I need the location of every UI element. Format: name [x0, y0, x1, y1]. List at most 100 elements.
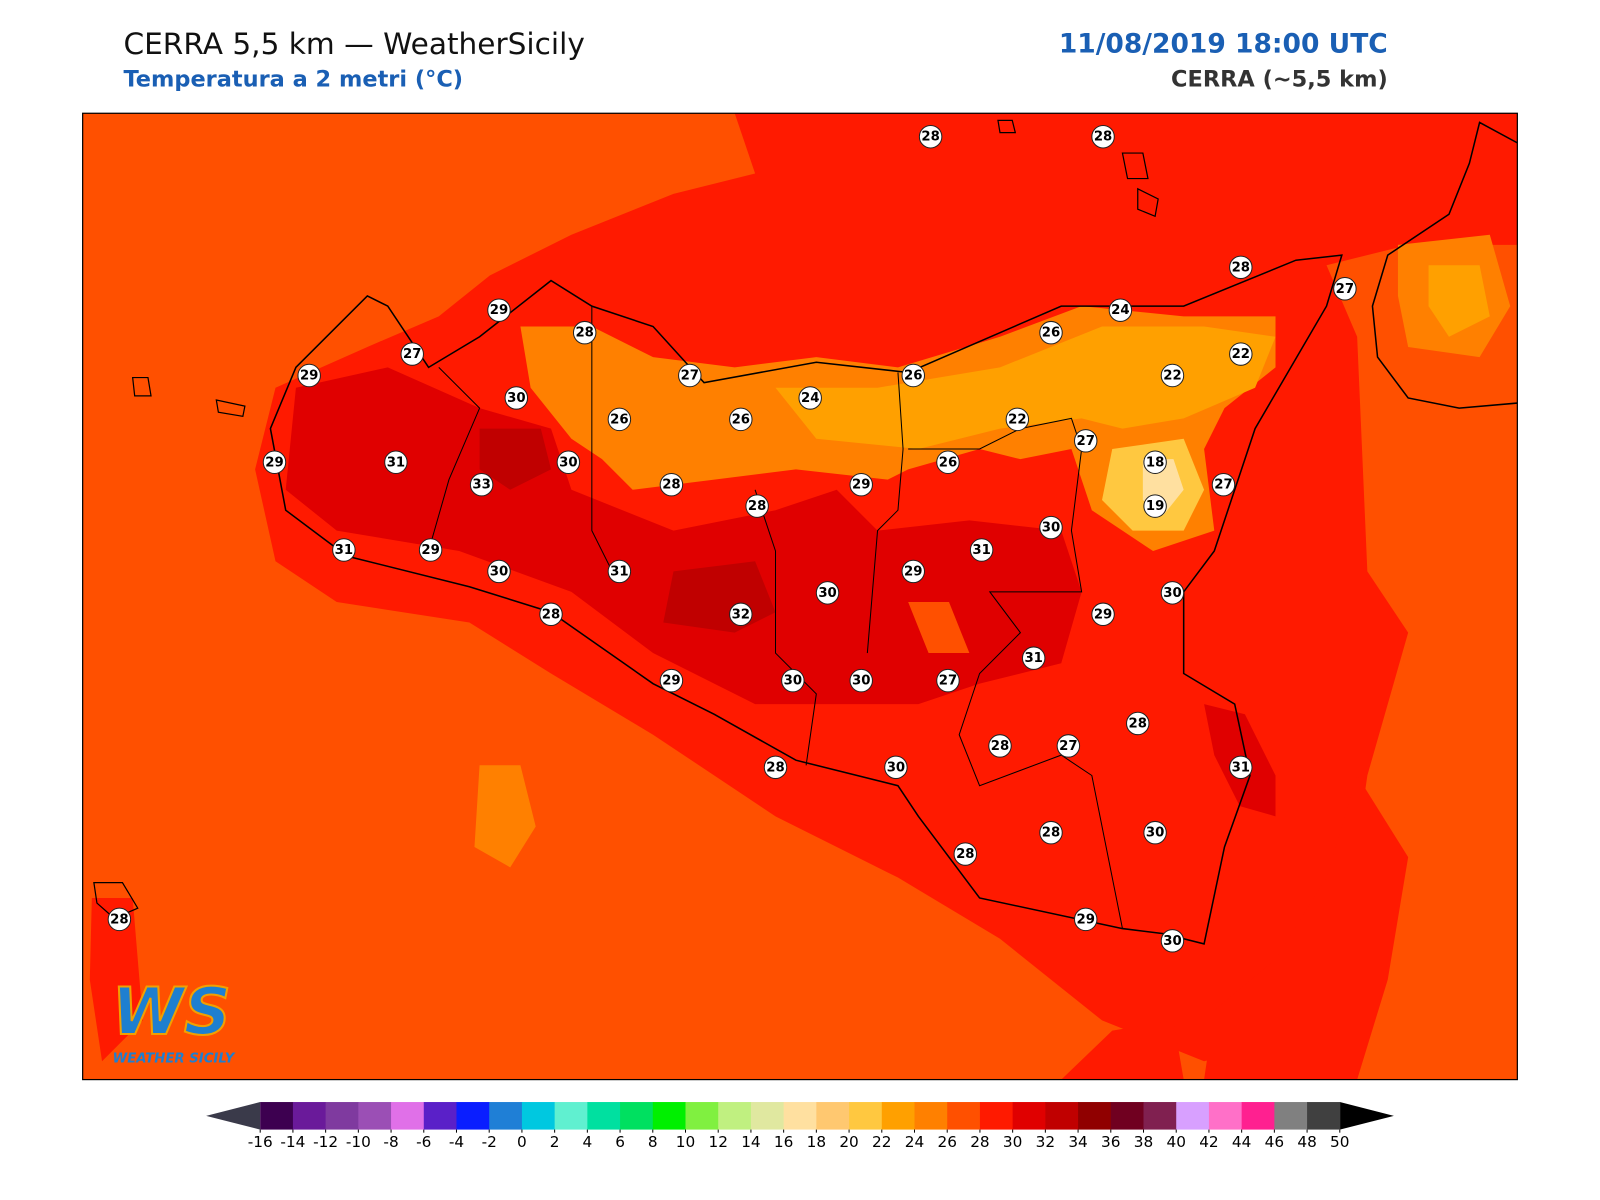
station-value: 24: [801, 391, 819, 406]
station-marker: [901, 559, 925, 584]
colorbar-tick-label: -10: [346, 1133, 371, 1151]
station-value: 19: [1146, 499, 1164, 514]
station-value: 31: [972, 543, 990, 558]
logo-text: WEATHER SICILY: [113, 1052, 236, 1067]
colorbar-bin: [1143, 1102, 1177, 1130]
colorbar-bin: [849, 1102, 883, 1130]
station-marker: [988, 734, 1012, 758]
colorbar-tick-label: 4: [582, 1133, 592, 1151]
colorbar-bin: [816, 1102, 850, 1130]
station-marker: [107, 907, 132, 932]
colorbar-tick-label: 12: [708, 1133, 727, 1151]
colorbar-tick-label: -14: [280, 1133, 305, 1151]
station-value: 30: [852, 674, 870, 689]
station-value: 26: [939, 455, 957, 470]
station-marker: [1160, 929, 1185, 953]
station-value: 27: [1336, 282, 1354, 297]
station-marker: [418, 538, 443, 562]
calabria-coastline: [1371, 121, 1518, 409]
station-marker: [729, 407, 753, 432]
station-marker: [1073, 907, 1098, 932]
colorbar-tick-label: -16: [248, 1133, 273, 1151]
station-marker: [297, 363, 321, 388]
station-labels: 28 28 28 27 29 28 24 26 27 29 27 26 22 22 30 24 26 26 22 27…: [107, 125, 1357, 953]
station-value: 26: [732, 412, 750, 427]
station-value: 28: [110, 912, 128, 927]
station-marker: [1126, 711, 1150, 736]
station-value: 29: [265, 455, 283, 470]
colorbar-bin: [521, 1102, 556, 1130]
colorbar-bin: [325, 1102, 359, 1130]
colorbar-bin: [750, 1102, 785, 1130]
colorbar-tick-label: 18: [807, 1133, 826, 1151]
station-value: 26: [1042, 326, 1060, 341]
station-value: 22: [1163, 369, 1181, 384]
station-value: 28: [1094, 130, 1112, 145]
model-label: CERRA (~5,5 km): [1171, 67, 1388, 93]
station-marker: [1229, 342, 1253, 366]
station-marker: [1160, 581, 1185, 605]
datetime: 11/08/2019 18:00 UTC: [1059, 28, 1388, 59]
station-marker: [1143, 820, 1167, 845]
station-marker: [1091, 125, 1115, 149]
station-value: 28: [662, 478, 680, 493]
colorbar-bin: [881, 1102, 916, 1130]
station-value: 26: [610, 412, 628, 427]
station-value: 27: [681, 369, 699, 384]
station-value: 29: [421, 543, 439, 558]
station-marker: [781, 668, 805, 693]
station-marker: [539, 602, 563, 627]
station-marker: [849, 472, 873, 497]
colorbar-tick-label: 20: [839, 1133, 858, 1151]
station-marker: [884, 755, 908, 780]
station-marker: [953, 842, 978, 866]
station-value: 30: [559, 455, 577, 470]
colorbar-tick-label: -8: [383, 1133, 398, 1151]
colorbar-tick-label: 46: [1265, 1133, 1284, 1151]
station-marker: [400, 342, 424, 366]
station-marker: [572, 320, 597, 345]
station-value: 31: [610, 564, 628, 579]
station-value: 27: [939, 674, 957, 689]
colorbar-tick-label: 28: [970, 1133, 989, 1151]
colorbar-bin: [358, 1102, 392, 1130]
station-marker: [1056, 734, 1081, 758]
colorbar-bin: [1012, 1102, 1046, 1130]
station-value: 31: [1024, 651, 1042, 666]
map-frame: [82, 112, 1518, 1081]
colorbar-bin: [456, 1102, 490, 1130]
station-marker: [901, 363, 925, 388]
colorbar-tick-label: 10: [676, 1133, 695, 1151]
field-32-34: [479, 428, 776, 633]
station-marker: [1073, 429, 1098, 453]
colorbar-tick-label: 36: [1101, 1133, 1120, 1151]
province-borders: [428, 306, 1123, 929]
station-marker: [1039, 515, 1063, 540]
station-marker: [1039, 320, 1063, 345]
colorbar-bin: [1208, 1102, 1243, 1130]
station-marker: [849, 668, 873, 693]
station-value: 31: [387, 455, 405, 470]
station-value: 28: [575, 326, 593, 341]
station-marker: [487, 559, 511, 584]
colorbar-bin: [1176, 1102, 1210, 1130]
station-marker: [798, 386, 822, 410]
station-marker: [1143, 450, 1167, 474]
field-28-30: [89, 897, 143, 1062]
subtitle: Temperatura a 2 metri (°C): [123, 67, 463, 93]
station-marker: [607, 407, 632, 432]
field-28-30: [1204, 775, 1409, 1080]
station-marker: [1108, 298, 1133, 322]
station-marker: [1005, 407, 1030, 432]
station-value: 28: [921, 130, 939, 145]
colorbar-tick-label: 6: [615, 1133, 625, 1151]
station-marker: [1333, 277, 1357, 301]
colorbar-bin: [685, 1102, 719, 1130]
colorbar-tick-label: 38: [1134, 1133, 1153, 1151]
station-value: 27: [1214, 478, 1232, 493]
station-value: 33: [472, 478, 490, 493]
colorbar-tick-label: -12: [313, 1133, 338, 1151]
colorbar: -16 -14 -12 -10 -8 -6 -4 -2 0 2 4 6 8 10 12 14 16 18 20 22 2…: [206, 1102, 1394, 1151]
title: CERRA 5,5 km — WeatherSicily: [123, 27, 584, 61]
station-value: 29: [490, 303, 508, 318]
